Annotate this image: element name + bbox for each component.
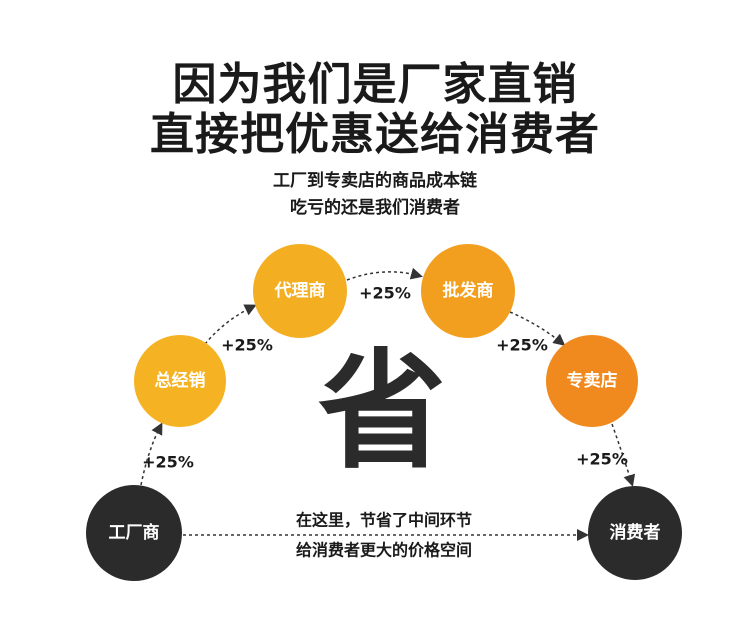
node-label: 专卖店 <box>567 370 618 391</box>
middle-text-line-2: 给消费者更大的价格空间 <box>296 541 472 560</box>
node-general-distributor: 总经销 <box>134 335 226 427</box>
node-label: 消费者 <box>610 522 661 543</box>
subtitle-line-2: 吃亏的还是我们消费者 <box>290 198 460 218</box>
node-label: 代理商 <box>274 280 326 301</box>
node-circle <box>421 244 515 338</box>
markup-label: +25% <box>142 453 194 472</box>
arrow-wholesaler-to-store <box>509 311 566 346</box>
subtitle-line-1: 工厂到专卖店的商品成本链 <box>273 171 477 191</box>
node-circle <box>588 486 682 580</box>
save-character: 省 <box>318 338 446 487</box>
markup-label: +25% <box>576 450 628 469</box>
arrow-distributor-to-agent <box>204 304 257 345</box>
node-circle <box>546 335 638 427</box>
node-wholesaler: 批发商 <box>421 244 515 338</box>
arrow-store-to-consumer <box>611 423 636 487</box>
title-line-2: 直接把优惠送给消费者 <box>150 109 600 160</box>
node-circle <box>253 244 347 338</box>
node-label: 工厂商 <box>109 522 160 543</box>
node-factory: 工厂商 <box>86 485 182 581</box>
node-agent: 代理商 <box>253 244 347 338</box>
markup-label: +25% <box>221 336 273 355</box>
node-store: 专卖店 <box>546 335 638 427</box>
node-circle <box>134 335 226 427</box>
middle-text-line-1: 在这里，节省了中间环节 <box>296 511 472 530</box>
markup-label: +25% <box>359 284 411 303</box>
node-consumer: 消费者 <box>588 486 682 580</box>
node-circle <box>86 485 182 581</box>
node-label: 批发商 <box>443 280 494 301</box>
node-label: 总经销 <box>155 370 206 391</box>
arrow-agent-to-wholesaler <box>346 267 423 281</box>
markup-label: +25% <box>496 336 548 355</box>
title-line-1: 因为我们是厂家直销 <box>172 59 578 110</box>
